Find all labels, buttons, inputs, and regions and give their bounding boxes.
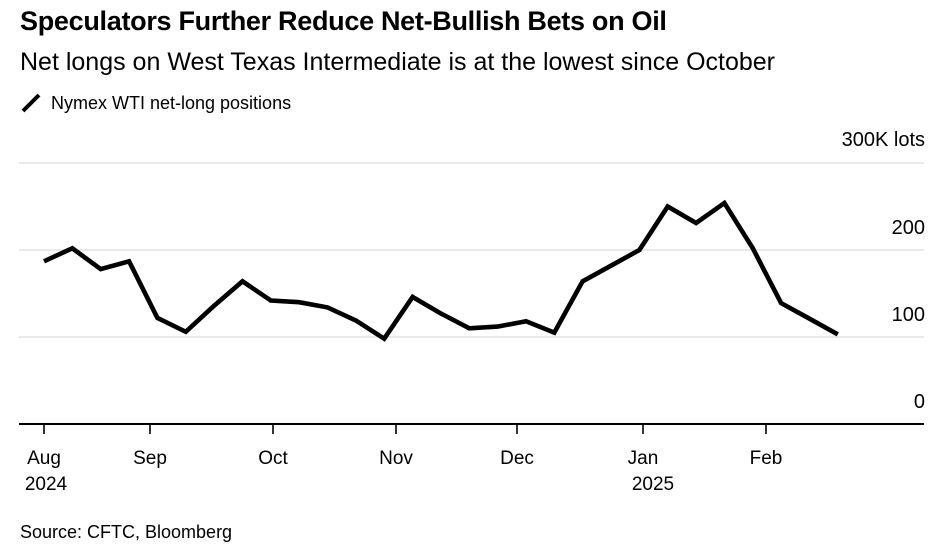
x-axis-year-2024: 2024 (24, 474, 68, 495)
page-title: Speculators Further Reduce Net-Bullish B… (20, 6, 667, 36)
x-axis-label-feb: Feb (749, 448, 783, 469)
line-series-icon (21, 93, 41, 113)
x-axis-year-2025: 2025 (631, 474, 675, 495)
x-axis-label-dec: Dec (500, 448, 534, 469)
y-axis-label-0: 0 (913, 391, 925, 413)
legend: Nymex WTI net-long positions (20, 91, 291, 115)
x-axis-label-jan: Jan (627, 448, 659, 469)
y-axis-label-300: 300K lots (841, 129, 925, 151)
x-axis-label-sep: Sep (133, 448, 167, 469)
y-axis-label-200: 200 (891, 217, 925, 239)
legend-series-label: Nymex WTI net-long positions (51, 92, 292, 113)
x-axis-label-nov: Nov (379, 448, 413, 469)
source-attribution: Source: CFTC, Bloomberg (20, 522, 233, 542)
x-axis-label-aug: Aug (27, 448, 61, 469)
x-axis-ticks (43, 425, 767, 434)
x-axis-label-oct: Oct (258, 448, 288, 469)
y-axis-label-100: 100 (891, 304, 925, 326)
chart-subtitle: Net longs on West Texas Intermediate is … (20, 48, 776, 76)
wti-line-series (43, 199, 839, 342)
